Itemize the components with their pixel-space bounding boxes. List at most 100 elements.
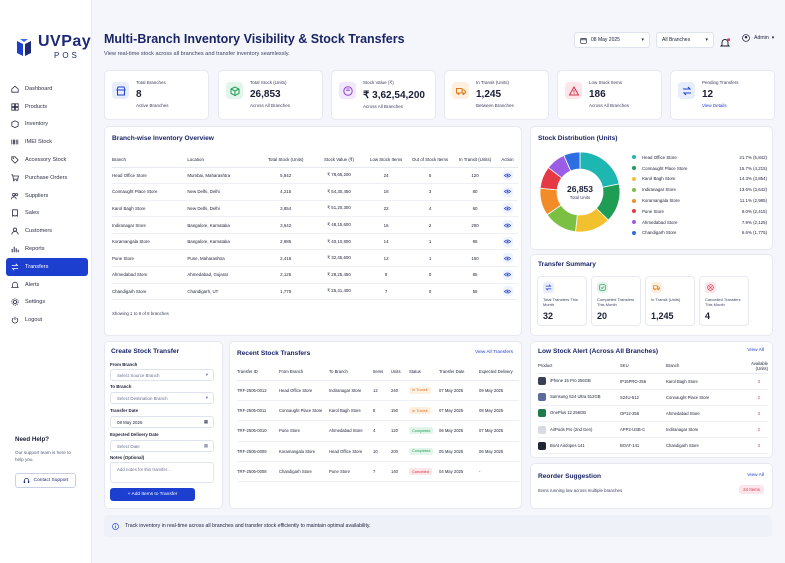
help-box: Need Help? Our support team is here to h…: [15, 436, 85, 488]
sidebar-item-logout[interactable]: Logout: [6, 311, 88, 329]
tile-value: 32: [543, 311, 554, 321]
tile-value: 1,245: [651, 311, 674, 321]
home-icon: [11, 85, 19, 93]
table-row[interactable]: TRF-2505-0009 Koramangala Store Head Offic…: [237, 441, 519, 463]
low-stock-table: Product SKU Branch Available (Units) iPhone…: [538, 359, 768, 455]
transfers-table: Transfer ID From Branch To Branch Items Unit…: [237, 364, 519, 483]
contact-support-button[interactable]: Contact Support: [15, 473, 76, 488]
reorder-view-all[interactable]: View All: [747, 473, 764, 478]
help-text: Our support team is here to help you.: [15, 450, 71, 462]
table-cell: -: [479, 461, 519, 483]
table-cell: 2,415: [258, 249, 313, 268]
table-cell: 8: [373, 400, 391, 422]
sidebar-item-reports[interactable]: Reports: [6, 240, 88, 258]
table-row[interactable]: TRF-2505-0008 Chandigarh Store Pune Store 7…: [237, 461, 519, 483]
user-icon: [11, 227, 19, 235]
sidebar-item-imei-stock[interactable]: IMEI Stock: [6, 133, 88, 151]
table-cell: Ahmedabad Store: [329, 420, 373, 442]
sidebar-item-inventory[interactable]: Inventory: [6, 116, 88, 134]
view-all-transfers-link[interactable]: View All Transfers: [474, 350, 513, 355]
table-cell: 7: [373, 461, 391, 483]
table-row[interactable]: TRF-2505-0011 Connaught Place Store Karol …: [237, 400, 519, 422]
table-row[interactable]: TRF-2505-0010 Pune Store Ahmedabad Store 4 1…: [237, 420, 519, 442]
column-header: Low Stock Items: [365, 153, 408, 168]
transfer-summary-tile[interactable]: Total Transfers This Month 32: [537, 276, 587, 326]
table-cell: 120: [453, 167, 497, 185]
branch-filter[interactable]: All Branches ▾: [656, 32, 714, 48]
from-branch-placeholder: Select Source Branch: [117, 372, 160, 378]
brand-logo[interactable]: UVPay POS: [16, 34, 91, 62]
stat-card[interactable]: Total Branches 8 Active Branches: [104, 70, 209, 120]
sidebar-item-sales[interactable]: Sales: [6, 205, 88, 223]
sidebar-item-accessory-stock[interactable]: Accessory Stock: [6, 151, 88, 169]
stat-value: 186: [589, 89, 606, 100]
stat-card[interactable]: Total Stock (Units) 26,853 Across All Bran…: [218, 70, 323, 120]
tag-icon: [11, 156, 19, 164]
chevron-down-icon: ▾: [771, 35, 775, 41]
transfer-summary-tile[interactable]: Completed Transfers This Month 20: [591, 276, 641, 326]
page-subtitle: View real-time stock across all branches…: [104, 51, 290, 57]
date-picker[interactable]: 08 May 2025 ▾: [574, 32, 650, 48]
transfer-date-input[interactable]: 08 May 2025 ▦: [110, 416, 214, 428]
notification-bell-icon[interactable]: [719, 35, 731, 53]
add-items-button[interactable]: + Add Items to Transfer: [110, 488, 195, 501]
table-cell: 1: [407, 233, 454, 251]
table-row[interactable]: TRF-2505-0012 Head Office Store Indiranaga…: [237, 380, 519, 401]
stat-card[interactable]: Stock Value (₹) ₹ 3,62,54,200 Across All B…: [331, 70, 436, 120]
table-cell: Chandigarh Store: [112, 283, 188, 301]
sidebar-item-settings[interactable]: Settings: [6, 294, 88, 312]
column-header: Branch: [112, 153, 188, 168]
chevron-down-icon: ▾: [641, 37, 644, 43]
sidebar-item-customers[interactable]: Customers: [6, 222, 88, 240]
low-stock-view-all[interactable]: View All: [747, 348, 764, 353]
sidebar-item-suppliers[interactable]: Suppliers: [6, 187, 88, 205]
stat-card[interactable]: Low Stock Items 186 Across All Branches: [557, 70, 662, 120]
logo-icon: [16, 39, 32, 57]
transfer-summary-tile[interactable]: In Transit (Units) 1,245: [645, 276, 695, 326]
table-cell: Indiranagar Store: [329, 380, 373, 401]
notes-textarea[interactable]: Add notes for this transfer...: [110, 462, 214, 483]
sidebar-item-transfers[interactable]: Transfers: [6, 257, 88, 276]
legend-label: Koramangala Store: [642, 198, 680, 204]
column-header: Expected Delivery: [479, 364, 519, 381]
stat-card[interactable]: In Transit (Units) 1,245 Between Branches: [444, 70, 549, 120]
view-eye-icon[interactable]: [502, 220, 513, 231]
transfer-summary-tile[interactable]: Cancelled Transfers This Month 4: [699, 276, 749, 326]
table-cell: Ahmedabad Store: [666, 410, 700, 416]
table-cell: 16: [365, 216, 408, 234]
to-branch-select[interactable]: Select Destination Branch ▾: [110, 392, 214, 404]
user-avatar-icon: [742, 34, 750, 42]
view-eye-icon[interactable]: [502, 170, 513, 181]
legend-label: Pune Store: [642, 208, 664, 214]
stat-sub[interactable]: View Details: [702, 103, 727, 108]
view-eye-icon[interactable]: [502, 186, 513, 197]
from-branch-select[interactable]: Select Source Branch ▾: [110, 369, 214, 381]
sidebar-item-products[interactable]: Products: [6, 98, 88, 116]
view-eye-icon[interactable]: [502, 236, 513, 247]
user-menu[interactable]: Admin ▾: [742, 34, 774, 42]
sidebar-item-dashboard[interactable]: Dashboard: [6, 80, 88, 98]
status-badge: Cancelled: [409, 468, 432, 476]
view-eye-icon[interactable]: [502, 203, 513, 214]
donut-slice[interactable]: [579, 151, 620, 188]
notes-placeholder: Add notes for this transfer...: [117, 467, 171, 472]
donut-slice[interactable]: [563, 151, 581, 172]
store-icon: [112, 82, 129, 99]
legend-label: Connaught Place Store: [642, 165, 688, 171]
column-header: Transfer Date: [439, 364, 479, 381]
table-cell: 4: [373, 420, 391, 442]
view-eye-icon[interactable]: [502, 286, 513, 297]
sidebar-item-alerts[interactable]: Alerts: [6, 276, 88, 294]
sidebar-nav: Dashboard Products Inventory IMEI Stock Acce…: [6, 80, 88, 329]
date-value: 08 May 2025: [591, 37, 620, 43]
legend-item: Karol Bagh Store 14.3% (3,854): [632, 174, 767, 185]
legend-swatch: [632, 198, 636, 203]
stat-value: 26,853: [250, 89, 281, 100]
legend-item: Koramangala Store 11.1% (2,985): [632, 195, 767, 206]
view-eye-icon[interactable]: [502, 269, 513, 280]
sidebar-item-purchase-orders[interactable]: Purchase Orders: [6, 169, 88, 187]
view-eye-icon[interactable]: [502, 253, 513, 264]
transfers-table-header: Transfer ID From Branch To Branch Items Unit…: [237, 364, 519, 381]
stat-card[interactable]: Pending Transfers 12 View Details: [670, 70, 775, 120]
expected-date-input[interactable]: Select Date ▦: [110, 440, 214, 452]
